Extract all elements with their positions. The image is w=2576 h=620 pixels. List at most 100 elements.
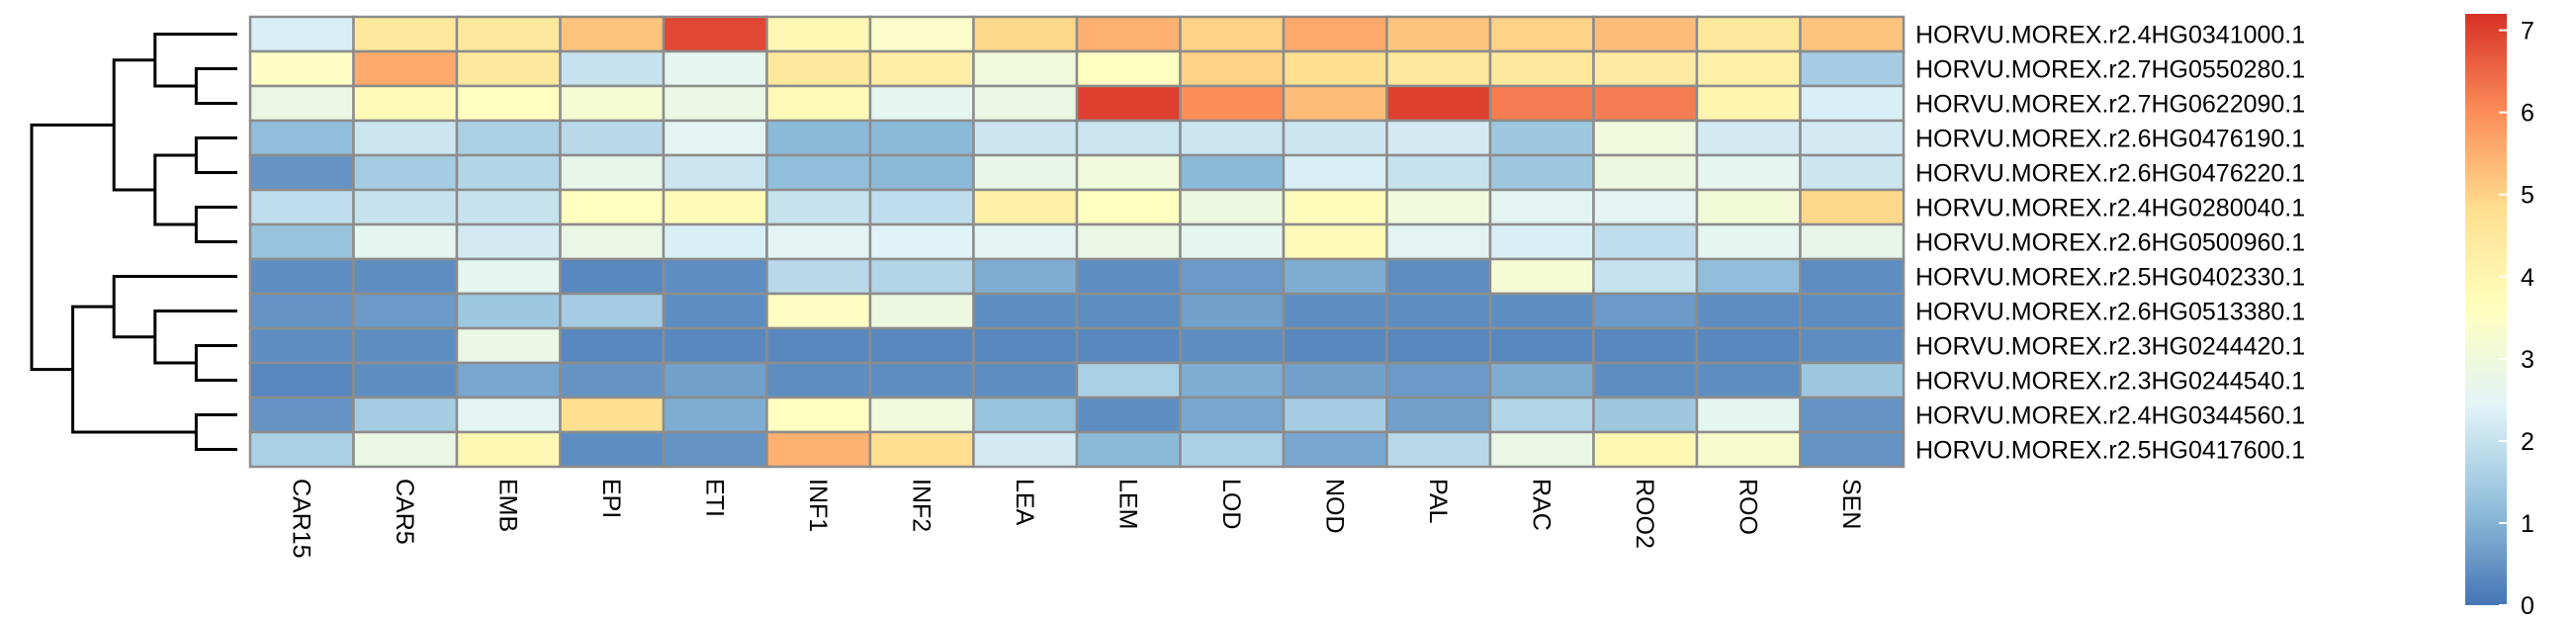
heatmap-cell (1695, 430, 1802, 469)
heatmap-cell (455, 257, 562, 296)
heatmap-cell (662, 361, 768, 399)
legend-tick-label: 5 (2521, 182, 2534, 210)
heatmap-cell (868, 119, 975, 157)
heatmap-cell (1592, 326, 1699, 365)
heatmap-cell (352, 361, 459, 399)
heatmap-cell (1799, 188, 1906, 226)
heatmap-cell (765, 326, 872, 365)
heatmap-cell (1592, 396, 1699, 434)
heatmap-cell (248, 326, 355, 365)
heatmap-cell (1488, 292, 1595, 330)
column-labels: CAR15 CAR5 EMB EPI ETI INF1 INF2 LEA LEM LOD NOD PA… (287, 479, 1865, 559)
heatmap-cell (1179, 361, 1286, 399)
heatmap-cell (972, 257, 1079, 296)
heatmap-cell (1385, 430, 1492, 469)
heatmap-cell (455, 292, 562, 330)
row-labels: HORVU.MOREX.r2.4HG0341000.1 HORVU.MOREX.r… (1915, 22, 2305, 465)
heatmap-cell (765, 84, 872, 123)
heatmap-cell (455, 222, 562, 261)
heatmap-cell (868, 292, 975, 330)
legend-tick-label: 7 (2521, 18, 2534, 45)
heatmap-cell (352, 257, 459, 296)
heatmap-cell (1282, 119, 1388, 157)
heatmap-cell (662, 222, 768, 261)
legend-tick-label: 2 (2521, 428, 2534, 456)
heatmap-cell (1488, 257, 1595, 296)
heatmap-cell (559, 326, 666, 365)
row-label: HORVU.MOREX.r2.5HG0402330.1 (1915, 264, 2305, 292)
heatmap-cell (765, 222, 872, 261)
row-label: HORVU.MOREX.r2.3HG0244540.1 (1915, 368, 2305, 396)
row-label: HORVU.MOREX.r2.6HG0476220.1 (1915, 160, 2305, 188)
dendrogram-branch (71, 305, 197, 434)
heatmap-cell (972, 84, 1079, 123)
row-label: HORVU.MOREX.r2.3HG0244420.1 (1915, 333, 2305, 361)
heatmap-cell (1282, 257, 1388, 296)
heatmap-cell (972, 119, 1079, 157)
heatmap-cell (1695, 396, 1802, 434)
dendrogram-branch (112, 58, 155, 192)
heatmap-cell (455, 49, 562, 88)
heatmap-cell (1075, 188, 1182, 226)
heatmap-cell (1488, 430, 1595, 469)
heatmap-cell (1799, 222, 1906, 261)
legend-tick-label: 6 (2521, 100, 2534, 128)
heatmap-cell (352, 119, 459, 157)
heatmap-cell (972, 222, 1079, 261)
heatmap-cell (352, 15, 459, 53)
heatmap-cell (248, 361, 355, 399)
legend-color-bar (2465, 14, 2507, 605)
heatmap-cell (972, 396, 1079, 434)
heatmap-cell (455, 84, 562, 123)
heatmap-cell (559, 222, 666, 261)
dendrogram-branch (30, 123, 115, 372)
heatmap-cell (972, 292, 1079, 330)
heatmap-cell (1075, 84, 1182, 123)
heatmap-cell (1695, 326, 1802, 365)
heatmap-cell (765, 49, 872, 88)
heatmap-cell (1385, 119, 1492, 157)
heatmap-cell (1179, 292, 1286, 330)
heatmap-cell (1488, 119, 1595, 157)
heatmap-cell (1488, 222, 1595, 261)
column-label: SEN (1837, 479, 1865, 529)
heatmap-cell (248, 257, 355, 296)
row-label: HORVU.MOREX.r2.4HG0280040.1 (1915, 195, 2305, 222)
heatmap-cell (1695, 153, 1802, 192)
heatmap-cell (352, 396, 459, 434)
heatmap-cell (248, 119, 355, 157)
heatmap-cell (248, 84, 355, 123)
heatmap-cell (765, 430, 872, 469)
heatmap-cell (1592, 222, 1699, 261)
heatmap-cell (1592, 430, 1699, 469)
heatmap-cell (1695, 222, 1802, 261)
heatmap-cell (1695, 292, 1802, 330)
heatmap-cell (1488, 188, 1595, 226)
heatmap-cell (972, 361, 1079, 399)
column-label: PAL (1424, 479, 1452, 523)
heatmap-cell (1385, 257, 1492, 296)
heatmap-cell (1075, 430, 1182, 469)
column-label: RAC (1527, 479, 1554, 531)
heatmap-cell (1799, 257, 1906, 296)
heatmap-cell (662, 257, 768, 296)
heatmap-cell (1282, 292, 1388, 330)
heatmap-cell (1385, 292, 1492, 330)
dendrogram-branch (194, 67, 237, 105)
dendrogram-branch (194, 206, 237, 243)
heatmap-cell (1075, 222, 1182, 261)
heatmap-cell (868, 257, 975, 296)
heatmap-cell (1075, 119, 1182, 157)
row-label: HORVU.MOREX.r2.5HG0417600.1 (1915, 437, 2305, 465)
heatmap-cell (1695, 15, 1802, 53)
heatmap-cell (352, 430, 459, 469)
heatmap-cell (1799, 292, 1906, 330)
heatmap-cell (248, 49, 355, 88)
heatmap-cell (1075, 396, 1182, 434)
heatmap-cell (765, 119, 872, 157)
heatmap-cell (1179, 396, 1286, 434)
heatmap-cell (1282, 49, 1388, 88)
row-label: HORVU.MOREX.r2.4HG0344560.1 (1915, 402, 2305, 430)
heatmap-cell (559, 188, 666, 226)
heatmap-cell (662, 430, 768, 469)
